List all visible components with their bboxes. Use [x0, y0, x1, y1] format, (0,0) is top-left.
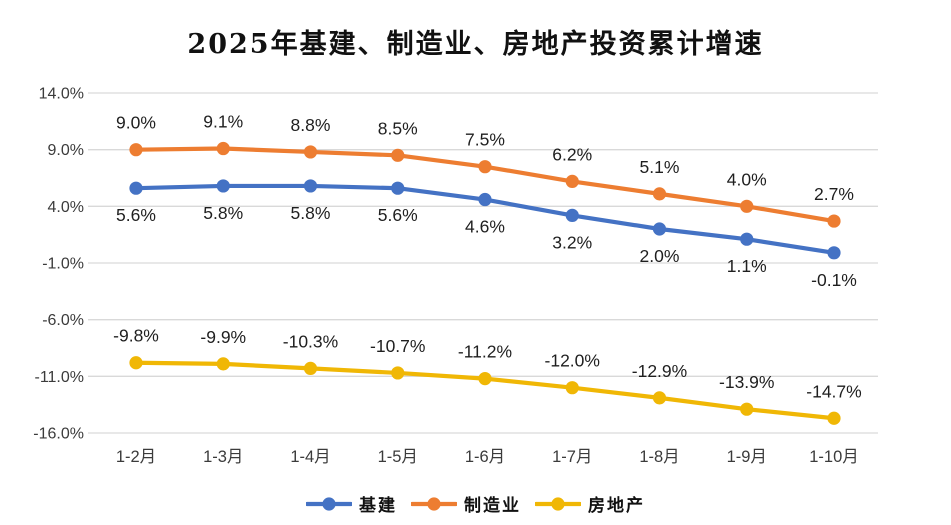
data-point-房地产: [303, 361, 318, 375]
chart-title: 2025年基建、制造业、房地产投资累计增速: [187, 29, 764, 60]
data-point-制造业: [652, 187, 667, 201]
data-label-房地产: -14.7%: [806, 381, 861, 401]
x-axis-tick-label: 1-9月: [727, 448, 767, 466]
legend-item-制造业: 制造业: [411, 491, 521, 516]
data-point-房地产: [391, 366, 405, 380]
legend-marker-icon: [535, 496, 581, 511]
data-point-基建: [565, 208, 579, 222]
data-point-制造业: [478, 160, 492, 174]
data-point-房地产: [565, 381, 579, 395]
legend-label: 基建: [359, 496, 397, 516]
data-point-房地产: [740, 402, 754, 416]
data-label-房地产: -9.9%: [200, 327, 246, 347]
data-label-房地产: -12.9%: [632, 361, 687, 381]
data-label-房地产: -13.9%: [719, 372, 774, 392]
data-label-制造业: 9.1%: [203, 112, 243, 132]
data-point-基建: [740, 232, 754, 246]
data-point-基建: [652, 222, 667, 236]
data-label-制造业: 8.8%: [291, 115, 331, 135]
data-label-制造业: 6.2%: [552, 144, 592, 164]
x-axis-tick-label: 1-8月: [639, 448, 679, 466]
data-label-基建: 5.8%: [203, 203, 243, 223]
y-axis-tick-label: 14.0%: [39, 86, 84, 103]
data-label-基建: 5.6%: [116, 205, 156, 225]
y-axis-tick-label: 4.0%: [48, 199, 84, 216]
data-label-房地产: -12.0%: [545, 351, 600, 371]
data-label-制造业: 2.7%: [814, 184, 854, 204]
data-point-房地产: [216, 357, 230, 371]
data-point-基建: [827, 246, 841, 260]
data-label-房地产: -10.3%: [283, 331, 338, 351]
x-axis-tick-label: 1-7月: [552, 448, 592, 466]
data-label-基建: 4.6%: [465, 217, 505, 237]
legend-label: 房地产: [588, 496, 645, 516]
data-label-房地产: -10.7%: [370, 336, 425, 356]
y-axis-tick-label: -11.0%: [34, 369, 84, 386]
data-point-制造业: [129, 143, 143, 157]
x-axis-tick-label: 1-2月: [116, 448, 156, 466]
data-label-制造业: 9.0%: [116, 113, 156, 133]
data-point-制造业: [303, 145, 318, 159]
x-axis-tick-label: 1-4月: [290, 448, 330, 466]
y-axis-tick-label: -16.0%: [33, 426, 84, 443]
data-point-制造业: [391, 148, 405, 162]
data-label-制造业: 7.5%: [465, 130, 505, 150]
data-point-基建: [216, 179, 230, 193]
y-axis-tick-label: -6.0%: [42, 312, 84, 329]
data-label-基建: 3.2%: [552, 232, 592, 252]
legend-marker-icon: [306, 496, 352, 511]
data-label-基建: 2.0%: [640, 246, 680, 266]
data-point-房地产: [129, 356, 143, 370]
data-point-基建: [478, 192, 492, 207]
data-label-基建: 5.8%: [291, 203, 331, 223]
data-point-制造业: [216, 141, 230, 156]
data-label-制造业: 5.1%: [640, 157, 680, 177]
data-label-制造业: 8.5%: [378, 118, 418, 138]
data-point-房地产: [827, 411, 841, 425]
data-point-基建: [129, 181, 143, 195]
x-axis-tick-label: 1-3月: [203, 448, 243, 466]
x-axis-tick-label: 1-5月: [378, 448, 418, 466]
data-point-制造业: [740, 199, 754, 213]
data-label-基建: 5.6%: [378, 205, 418, 225]
data-point-基建: [303, 179, 318, 193]
data-point-制造业: [827, 214, 841, 228]
legend: 基建 制造业 房地产: [0, 491, 951, 516]
data-point-制造业: [565, 174, 579, 188]
data-label-基建: -0.1%: [811, 270, 857, 290]
y-axis-tick-label: -1.0%: [42, 256, 84, 273]
data-point-房地产: [478, 372, 492, 386]
data-label-制造业: 4.0%: [727, 169, 767, 189]
y-axis-tick-label: 9.0%: [48, 142, 84, 159]
x-axis-tick-label: 1-6月: [465, 448, 505, 466]
data-label-基建: 1.1%: [727, 256, 767, 276]
legend-marker-icon: [411, 496, 457, 511]
legend-item-房地产: 房地产: [535, 491, 645, 516]
x-axis-tick-label: 1-10月: [809, 448, 859, 466]
data-label-房地产: -9.8%: [113, 326, 159, 346]
data-label-房地产: -11.2%: [458, 342, 512, 362]
data-point-基建: [391, 181, 405, 195]
data-point-房地产: [652, 391, 667, 405]
legend-item-基建: 基建: [306, 491, 397, 516]
legend-label: 制造业: [464, 496, 521, 516]
